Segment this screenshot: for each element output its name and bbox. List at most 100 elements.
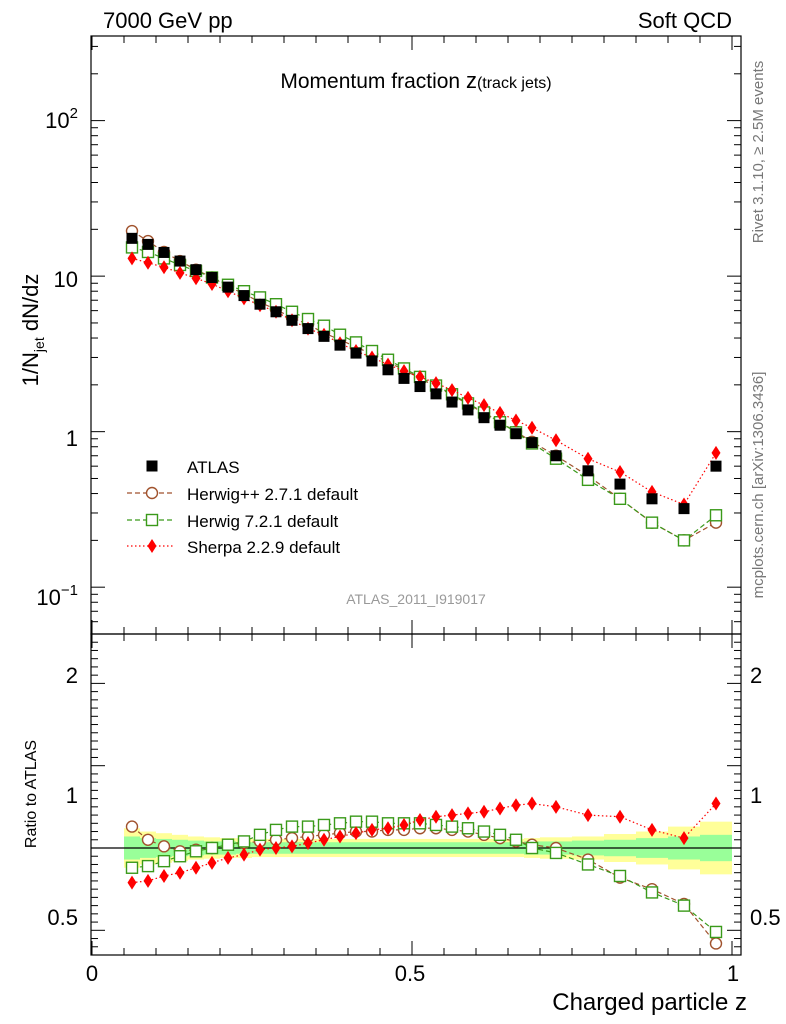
xtick-label-0.5: 0.5 xyxy=(395,961,426,986)
ratio-point-herwig7 xyxy=(709,925,723,939)
ratio-point-herwig7 xyxy=(221,838,235,851)
header-right: Soft QCD xyxy=(638,8,732,33)
point-atlas xyxy=(286,314,298,326)
main-ylabel: 1/Njet dN/dz xyxy=(18,274,47,387)
ratio-point-sherpa xyxy=(239,847,249,862)
point-sherpa xyxy=(527,420,537,435)
legend-marker-herwig7 xyxy=(145,513,159,527)
legend-marker-atlas xyxy=(146,460,158,472)
main-title-var: z xyxy=(466,68,477,93)
point-herwig7 xyxy=(709,509,723,522)
series-line-sherpa xyxy=(131,257,717,506)
point-atlas xyxy=(550,450,562,462)
ratio-axis-ticks xyxy=(91,634,741,955)
legend-label-atlas: ATLAS xyxy=(187,458,240,477)
ratio-point-sherpa xyxy=(447,808,457,823)
ratio-point-sherpa xyxy=(367,822,377,837)
ratio-point-sherpa xyxy=(551,799,561,814)
ratio-point-sherpa xyxy=(207,855,217,870)
main-title: Momentum fraction z(track jets) xyxy=(280,68,551,93)
ratio-point-sherpa xyxy=(175,865,185,880)
point-atlas xyxy=(510,428,522,440)
point-atlas xyxy=(238,290,250,302)
point-atlas xyxy=(398,372,410,384)
ratio-point-herwig7 xyxy=(645,886,659,899)
ratio-point-herwig7 xyxy=(317,818,331,832)
point-sherpa xyxy=(615,465,625,480)
ratio-ytick-right-0.5: 0.5 xyxy=(750,905,781,930)
point-atlas xyxy=(366,355,378,367)
ratio-point-sherpa xyxy=(335,829,345,844)
point-herwig7 xyxy=(613,492,627,506)
point-atlas xyxy=(478,412,490,424)
ratio-point-herwig7 xyxy=(173,850,187,863)
ratio-ytick-left-0.5: 0.5 xyxy=(47,905,78,930)
ratio-point-sherpa xyxy=(479,804,489,819)
ratio-point-sherpa xyxy=(615,809,625,824)
ratio-point-herwig7 xyxy=(333,817,347,830)
ratio-ytick-left-1: 1 xyxy=(66,783,78,808)
ratio-point-sherpa xyxy=(127,875,137,890)
ratio-point-herwig7 xyxy=(445,820,459,833)
point-atlas xyxy=(710,460,722,472)
point-atlas xyxy=(462,404,474,416)
ratio-point-sherpa xyxy=(271,841,281,855)
main-ylabel-post: dN/dz xyxy=(18,274,43,338)
point-herwig7 xyxy=(677,534,691,547)
series-atlas xyxy=(126,232,722,515)
main-ytick-label-100: 102 xyxy=(45,105,78,133)
ratio-point-herwig7 xyxy=(493,828,507,842)
ratio-point-sherpa xyxy=(511,798,521,813)
point-atlas xyxy=(678,503,690,515)
point-atlas xyxy=(646,493,658,505)
ratio-point-sherpa xyxy=(143,873,153,888)
point-sherpa xyxy=(415,369,425,384)
ratio-point-herwig7 xyxy=(285,820,299,833)
point-atlas xyxy=(158,246,170,258)
rivet-label: Rivet 3.1.10, ≥ 2.5M events xyxy=(750,61,767,244)
ratio-point-herwig7 xyxy=(253,828,267,842)
xtick-label-0: 0 xyxy=(86,961,98,986)
point-atlas xyxy=(446,396,458,408)
ratio-point-sherpa xyxy=(431,809,441,824)
ratio-point-sherpa xyxy=(351,826,361,841)
ratio-point-sherpa xyxy=(159,868,169,883)
ratio-point-herwig7 xyxy=(269,823,283,837)
legend-marker-sherpa xyxy=(147,539,157,553)
ratio-series-sherpa xyxy=(127,796,721,890)
main-ylabel-pre: 1/N xyxy=(18,352,43,386)
ratio-point-sherpa xyxy=(191,860,201,875)
legend-marker-herwigpp xyxy=(145,486,159,500)
ratio-point-herwig7 xyxy=(461,822,475,835)
ratio-plot-frame xyxy=(90,633,742,956)
point-sherpa xyxy=(175,265,185,280)
ratio-point-herwig7 xyxy=(205,841,219,855)
ratio-point-sherpa xyxy=(679,831,689,846)
ratio-ylabel: Ratio to ATLAS xyxy=(23,740,40,848)
point-sherpa xyxy=(495,405,505,420)
main-title-text: Momentum fraction xyxy=(280,70,466,93)
point-atlas xyxy=(350,347,362,359)
ratio-point-herwigpp xyxy=(709,937,723,950)
point-atlas xyxy=(142,238,154,250)
ratio-point-sherpa xyxy=(527,796,537,811)
point-atlas xyxy=(302,323,314,335)
point-sherpa xyxy=(711,445,721,460)
ratio-point-herwig7 xyxy=(677,899,691,912)
ratio-ytick-right-1: 1 xyxy=(750,783,762,808)
legend: ATLAS Herwig++ 2.7.1 default Herwig 7.2.… xyxy=(127,458,358,557)
point-atlas xyxy=(430,388,442,400)
point-atlas xyxy=(222,281,234,293)
point-herwig7 xyxy=(645,516,659,529)
ratio-point-sherpa xyxy=(287,839,297,854)
legend-label-sherpa: Sherpa 2.2.9 default xyxy=(187,538,340,557)
main-ytick-label-0.1: 10−1 xyxy=(36,582,78,610)
x-axis-label: Charged particle z xyxy=(552,989,747,1016)
ratio-point-herwig7 xyxy=(157,854,171,868)
main-axis-ticks xyxy=(91,36,741,635)
ratio-point-herwig7 xyxy=(301,820,315,833)
ratio-point-sherpa xyxy=(223,850,233,865)
header-left: 7000 GeV pp xyxy=(103,8,233,33)
point-atlas xyxy=(382,364,394,376)
legend-label-herwigpp: Herwig++ 2.7.1 default xyxy=(187,485,358,504)
